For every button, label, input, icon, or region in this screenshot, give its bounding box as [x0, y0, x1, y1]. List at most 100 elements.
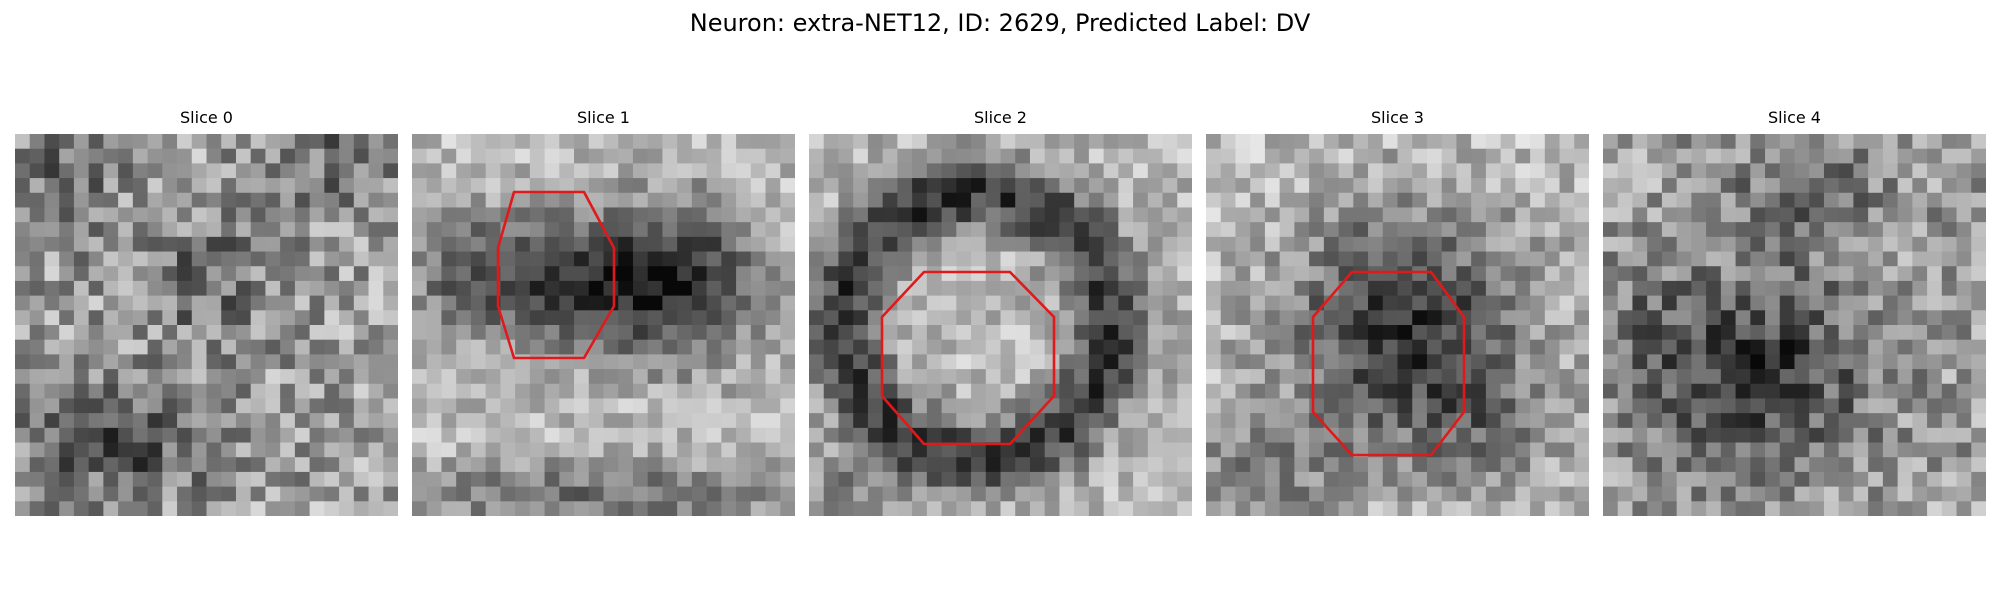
pixel-cell [853, 486, 869, 502]
pixel-cell [191, 134, 208, 150]
pixel-cell [853, 266, 869, 282]
pixel-cell [324, 148, 340, 164]
pixel-cell [339, 192, 355, 209]
pixel-cell [1809, 251, 1825, 267]
pixel-cell [1500, 192, 1516, 209]
pixel-cell [29, 427, 46, 444]
pixel-cell [1912, 413, 1928, 429]
pixel-cell [1220, 148, 1237, 164]
pixel-cell [485, 413, 501, 429]
pixel-cell [1823, 236, 1840, 253]
pixel-cell [941, 134, 957, 150]
pixel-cell [662, 413, 678, 429]
pixel-cell [1632, 251, 1648, 267]
pixel-cell [1264, 266, 1281, 282]
pixel-cell [1661, 222, 1678, 238]
pixel-cell [867, 471, 884, 488]
pixel-cell [1118, 442, 1134, 458]
pixel-cell [1397, 148, 1413, 164]
pixel-cell [1750, 471, 1766, 488]
pixel-cell [1029, 295, 1046, 311]
pixel-cell [29, 369, 46, 385]
pixel-cell [618, 266, 634, 282]
pixel-cell [1147, 325, 1164, 341]
pixel-cell [1147, 471, 1164, 488]
pixel-cell [691, 339, 708, 355]
pixel-cell [529, 369, 546, 385]
pixel-cell [971, 192, 987, 209]
pixel-cell [44, 442, 60, 458]
pixel-cell [1397, 398, 1413, 414]
pixel-cell [353, 398, 370, 414]
pixel-cell [515, 354, 531, 370]
pixel-cell [1382, 383, 1399, 400]
pixel-cell [765, 295, 781, 311]
pixel-cell [1515, 148, 1531, 164]
pixel-cell [691, 471, 708, 488]
pixel-cell [1838, 383, 1855, 400]
pixel-cell [1603, 486, 1619, 502]
pixel-cell [1044, 471, 1061, 488]
pixel-cell [971, 280, 987, 297]
pixel-cell [1750, 192, 1766, 209]
pixel-cell [1706, 163, 1722, 179]
pixel-cell [294, 383, 311, 400]
pixel-cell [1809, 207, 1825, 223]
pixel-cell [1676, 413, 1692, 429]
pixel-cell [809, 207, 825, 223]
pixel-cell [1177, 222, 1192, 238]
pixel-cell [383, 207, 398, 223]
pixel-cell [1500, 222, 1516, 238]
pixel-cell [1118, 310, 1134, 326]
pixel-cell [1897, 471, 1913, 488]
pixel-cell [882, 471, 898, 488]
pixel-cell [1574, 339, 1589, 355]
pixel-cell [1206, 427, 1222, 444]
pixel-cell [632, 134, 649, 150]
pixel-cell [1750, 280, 1766, 297]
pixel-cell [1133, 413, 1149, 429]
pixel-cell [588, 251, 605, 267]
pixel-cell [29, 457, 46, 473]
pixel-cell [1941, 486, 1958, 502]
pixel-cell [1294, 369, 1310, 385]
pixel-cell [750, 383, 767, 400]
pixel-cell [677, 134, 693, 150]
pixel-cell [1691, 339, 1707, 355]
pixel-cell [1220, 369, 1237, 385]
pixel-cell [1838, 207, 1855, 223]
pixel-cell [1691, 178, 1707, 194]
pixel-cell [368, 178, 384, 194]
pixel-cell [426, 442, 443, 458]
pixel-cell [1882, 471, 1899, 488]
pixel-cell [456, 280, 472, 297]
pixel-cell [1235, 413, 1251, 429]
pixel-cell [1661, 413, 1678, 429]
pixel-cell [1074, 295, 1090, 311]
pixel-cell [882, 339, 898, 355]
pixel-cell [897, 134, 913, 150]
pixel-cell [1632, 192, 1648, 209]
pixel-cell [1088, 148, 1105, 164]
pixel-cell [736, 457, 752, 473]
pixel-cell [1323, 266, 1340, 282]
pixel-cell [1088, 369, 1105, 385]
pixel-cell [574, 178, 590, 194]
pixel-cell [1147, 222, 1164, 238]
pixel-cell [294, 427, 311, 444]
pixel-cell [1235, 222, 1251, 238]
pixel-cell [853, 354, 869, 370]
pixel-cell [1956, 148, 1972, 164]
pixel-cell [1147, 413, 1164, 429]
pixel-cell [294, 163, 311, 179]
pixel-cell [515, 427, 531, 444]
pixel-cell [912, 295, 928, 311]
pixel-cell [1309, 369, 1325, 385]
pixel-cell [1617, 222, 1634, 238]
pixel-cell [1279, 442, 1295, 458]
pixel-cell [1294, 266, 1310, 282]
pixel-cell [632, 501, 649, 516]
pixel-cell [265, 354, 281, 370]
pixel-cell [1353, 192, 1369, 209]
pixel-cell [29, 471, 46, 488]
